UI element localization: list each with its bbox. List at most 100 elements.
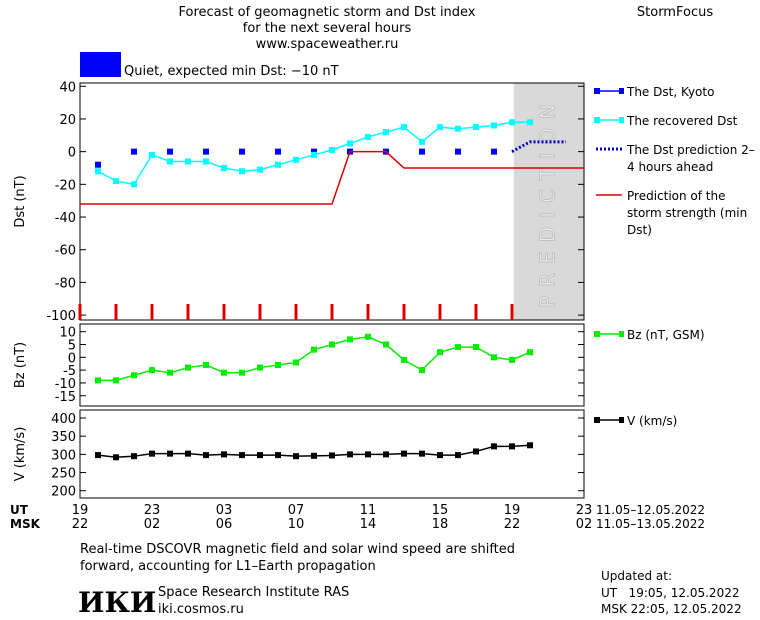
y-tick-label: -40	[55, 211, 76, 226]
data-point	[383, 129, 389, 136]
x-tick-label: 23	[576, 503, 593, 518]
y-tick-label: 400	[51, 412, 76, 427]
legend-label: The recovered Dst	[627, 114, 738, 128]
institute: Space Research Institute RAS	[158, 585, 349, 600]
series-line	[98, 336, 531, 382]
data-point	[257, 364, 263, 371]
date-range: 11.05–13.05.2022	[596, 517, 705, 531]
data-point	[167, 450, 173, 457]
data-point	[293, 453, 299, 460]
y-tick-label: -5	[63, 364, 76, 379]
data-point	[473, 344, 479, 351]
legend-entry: The recovered Dst	[594, 113, 759, 130]
data-point	[419, 138, 425, 145]
y-axis-title: Dst (nT)	[13, 175, 28, 227]
legend: Bz (nT, GSM)	[594, 327, 759, 356]
data-point	[455, 125, 461, 132]
y-tick-label: -60	[55, 244, 76, 259]
data-point	[293, 359, 299, 366]
data-point	[293, 156, 299, 163]
data-point	[365, 333, 371, 340]
data-point	[239, 148, 245, 155]
legend-entry: Bz (nT, GSM)	[594, 327, 759, 344]
data-point	[185, 450, 191, 457]
data-point	[275, 362, 281, 368]
data-point	[491, 148, 497, 155]
legend-swatch	[594, 331, 624, 337]
data-point	[239, 369, 245, 376]
x-tick-label: 22	[72, 517, 89, 532]
logo: ИКИ	[78, 586, 156, 619]
data-point	[329, 147, 335, 154]
data-point	[221, 369, 227, 376]
x-tick-label: 19	[72, 503, 89, 518]
legend-marker	[619, 88, 624, 94]
footer-note: forward, accounting for L1–Earth propaga…	[80, 559, 376, 574]
data-point	[311, 151, 317, 158]
data-point	[167, 158, 173, 165]
data-point	[149, 367, 155, 374]
data-point	[455, 148, 461, 155]
data-point	[509, 356, 515, 363]
legend-swatch	[594, 88, 624, 94]
data-point	[203, 452, 209, 459]
x-tick-label: 23	[144, 503, 161, 518]
legend-label: Bz (nT, GSM)	[627, 328, 705, 342]
x-tick-label: 02	[144, 517, 161, 532]
data-point	[329, 452, 335, 459]
prediction-label: PREDICTION	[535, 95, 559, 308]
legend: The Dst, Kyoto The recovered Dst The Dst p…	[594, 84, 759, 251]
data-point	[113, 377, 119, 384]
data-point	[419, 367, 425, 374]
y-tick-label: 20	[59, 113, 76, 128]
y-tick-label: 350	[51, 430, 76, 445]
y-tick-label: -10	[55, 377, 76, 392]
data-point	[455, 452, 461, 459]
y-tick-label: 5	[68, 339, 76, 354]
updated-label: Updated at:	[601, 569, 672, 583]
legend-marker	[619, 117, 624, 123]
data-point	[131, 372, 137, 379]
series-line	[80, 150, 584, 205]
data-point	[257, 452, 263, 459]
data-point	[275, 148, 281, 155]
y-tick-label: 40	[59, 80, 76, 95]
data-point	[221, 164, 227, 171]
legend-marker	[594, 117, 600, 123]
data-point	[491, 443, 497, 450]
data-point	[509, 119, 515, 126]
data-point	[149, 151, 155, 158]
legend-label: The Dst, Kyoto	[627, 85, 715, 99]
data-point	[167, 369, 173, 376]
data-point	[473, 448, 479, 455]
data-point	[185, 364, 191, 371]
y-tick-label: -80	[55, 276, 76, 291]
x-tick-label: 07	[288, 503, 305, 518]
data-point	[95, 168, 101, 175]
updated-time: UT 19:05, 12.05.2022	[601, 586, 739, 600]
series-line	[511, 140, 566, 153]
data-point	[437, 349, 443, 356]
legend-entry: V (km/s)	[594, 413, 759, 430]
x-tick-label: 03	[216, 503, 233, 518]
data-point	[311, 346, 317, 353]
data-point	[311, 148, 317, 155]
data-point	[149, 450, 155, 457]
data-point	[113, 454, 119, 461]
legend-swatch	[596, 194, 622, 196]
footer-note: Real-time DSCOVR magnetic field and sola…	[80, 542, 515, 557]
legend-marker	[594, 331, 600, 337]
x-tick-label: 15	[432, 503, 449, 518]
data-point	[203, 148, 209, 155]
data-point	[527, 442, 533, 449]
data-point	[257, 166, 263, 173]
legend-swatch	[594, 117, 624, 123]
time-row-label: MSK	[10, 517, 41, 531]
legend-marker	[594, 417, 600, 423]
data-point	[347, 140, 353, 147]
y-tick-label: -20	[55, 178, 76, 193]
legend-marker	[619, 417, 624, 423]
data-point	[527, 349, 533, 356]
data-point	[275, 452, 281, 459]
